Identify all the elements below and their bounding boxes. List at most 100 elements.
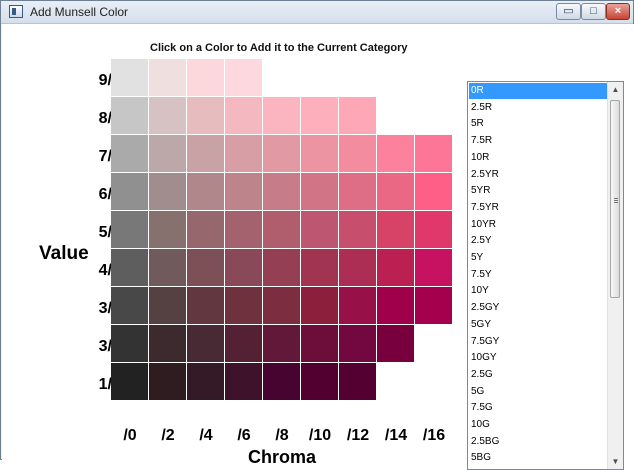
hue-listbox[interactable]: 0R 2.5R 5R 7.5R 10R 2.5YR 5YR 7.5YR 10YR 2.5Y 5Y 7.… [467, 81, 624, 470]
color-swatch[interactable] [377, 211, 415, 249]
color-swatch[interactable] [415, 173, 453, 211]
color-swatch[interactable] [263, 211, 301, 249]
color-swatch[interactable] [187, 287, 225, 325]
hue-list-item[interactable]: 2.5Y [471, 235, 492, 247]
hue-list-item[interactable]: 7.5R [471, 135, 493, 147]
color-swatch[interactable] [111, 211, 149, 249]
color-swatch[interactable] [263, 287, 301, 325]
hue-list-item[interactable]: 10YR [471, 218, 497, 230]
color-swatch[interactable] [377, 135, 415, 173]
hue-list-item[interactable]: 5BG [471, 452, 492, 464]
maximize-button[interactable]: □ [581, 3, 606, 20]
color-swatch[interactable] [263, 173, 301, 211]
color-swatch[interactable] [263, 135, 301, 173]
color-swatch[interactable] [339, 135, 377, 173]
color-swatch[interactable] [111, 363, 149, 401]
color-swatch[interactable] [187, 173, 225, 211]
hue-list-scrollbar[interactable]: ▲ ▼ [607, 82, 623, 469]
color-swatch[interactable] [187, 363, 225, 401]
color-swatch[interactable] [301, 325, 339, 363]
color-swatch[interactable] [377, 325, 415, 363]
color-swatch[interactable] [149, 363, 187, 401]
color-swatch[interactable] [225, 211, 263, 249]
title-bar[interactable]: Add Munsell Color ▭ □ × [1, 1, 633, 24]
color-swatch[interactable] [111, 97, 149, 135]
color-swatch[interactable] [187, 135, 225, 173]
color-swatch[interactable] [415, 287, 453, 325]
color-swatch[interactable] [149, 173, 187, 211]
color-swatch[interactable] [263, 325, 301, 363]
minimize-button[interactable]: ▭ [556, 3, 581, 20]
hue-list-item[interactable]: 5Y [471, 252, 484, 263]
hue-list-item[interactable]: 10GY [471, 352, 497, 364]
color-swatch[interactable] [187, 249, 225, 287]
color-swatch[interactable] [149, 59, 187, 97]
hue-list-item[interactable]: 2.5YR [471, 168, 499, 180]
color-swatch[interactable] [377, 287, 415, 325]
color-swatch[interactable] [149, 287, 187, 325]
hue-list-item[interactable]: 5GY [471, 318, 492, 330]
color-swatch[interactable] [225, 135, 263, 173]
color-swatch[interactable] [149, 211, 187, 249]
scroll-up-button[interactable]: ▲ [608, 82, 623, 97]
color-swatch[interactable] [225, 287, 263, 325]
color-swatch[interactable] [225, 59, 263, 97]
color-swatch[interactable] [301, 249, 339, 287]
close-button[interactable]: × [606, 3, 630, 20]
hue-list-item[interactable]: 0R [469, 83, 610, 99]
hue-list-item[interactable]: 7.5GY [471, 335, 500, 347]
color-swatch[interactable] [339, 173, 377, 211]
color-swatch[interactable] [111, 249, 149, 287]
color-swatch[interactable] [377, 173, 415, 211]
hue-list-item[interactable]: 5G [471, 385, 485, 397]
color-swatch[interactable] [339, 249, 377, 287]
color-swatch[interactable] [301, 173, 339, 211]
color-swatch[interactable] [339, 211, 377, 249]
color-swatch[interactable] [187, 59, 225, 97]
hue-list-item[interactable]: 5R [471, 118, 484, 130]
color-swatch[interactable] [225, 173, 263, 211]
color-swatch[interactable] [111, 59, 149, 97]
color-swatch[interactable] [415, 211, 453, 249]
hue-list-item[interactable]: 7.5YR [471, 201, 499, 213]
color-swatch[interactable] [225, 363, 263, 401]
color-swatch[interactable] [301, 287, 339, 325]
color-swatch[interactable] [263, 97, 301, 135]
hue-list-item[interactable]: 10Y [471, 285, 489, 297]
color-swatch[interactable] [339, 363, 377, 401]
scroll-thumb[interactable] [610, 100, 620, 298]
color-swatch[interactable] [187, 211, 225, 249]
hue-list-item[interactable]: 7.5Y [471, 268, 492, 280]
color-swatch[interactable] [149, 249, 187, 287]
hue-list-item[interactable]: 2.5G [471, 368, 493, 380]
color-swatch[interactable] [187, 325, 225, 363]
color-swatch[interactable] [263, 249, 301, 287]
hue-list-item[interactable]: 2.5GY [471, 302, 500, 314]
color-swatch[interactable] [339, 97, 377, 135]
color-swatch[interactable] [301, 135, 339, 173]
color-swatch[interactable] [339, 325, 377, 363]
hue-list-item[interactable]: 7.5G [471, 402, 493, 414]
hue-list-item[interactable]: 10G [471, 419, 490, 430]
hue-list-item[interactable]: 2.5R [471, 101, 493, 113]
color-swatch[interactable] [301, 363, 339, 401]
color-swatch[interactable] [111, 173, 149, 211]
color-swatch[interactable] [149, 135, 187, 173]
hue-list-item[interactable]: 10R [471, 151, 490, 163]
color-swatch[interactable] [149, 325, 187, 363]
scroll-down-button[interactable]: ▼ [608, 454, 623, 469]
color-swatch[interactable] [263, 363, 301, 401]
color-swatch[interactable] [111, 325, 149, 363]
color-swatch[interactable] [111, 135, 149, 173]
color-swatch[interactable] [225, 325, 263, 363]
color-swatch[interactable] [301, 97, 339, 135]
color-swatch[interactable] [377, 249, 415, 287]
color-swatch[interactable] [149, 97, 187, 135]
color-swatch[interactable] [339, 287, 377, 325]
hue-list-item[interactable]: 2.5BG [471, 435, 500, 447]
color-swatch[interactable] [225, 249, 263, 287]
color-swatch[interactable] [301, 211, 339, 249]
color-swatch[interactable] [415, 135, 453, 173]
hue-list-item[interactable]: 5YR [471, 185, 491, 197]
color-swatch[interactable] [111, 287, 149, 325]
